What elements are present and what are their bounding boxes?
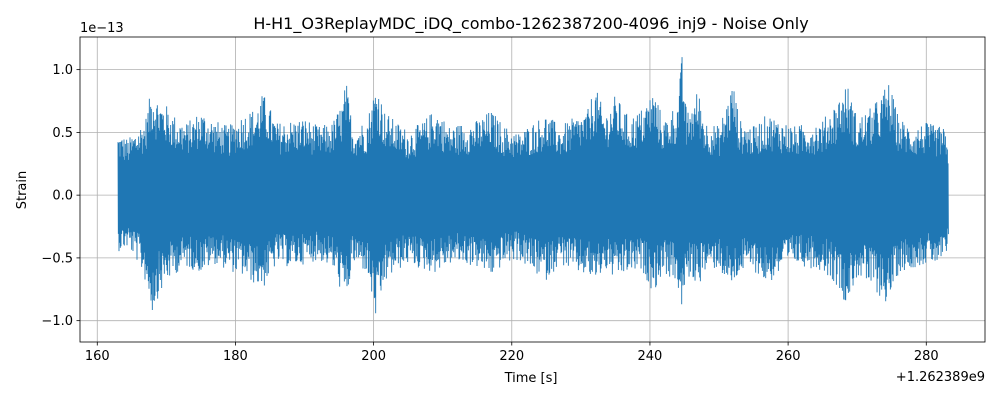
y-tick-label: 1.0 xyxy=(52,63,73,78)
x-tick-label: 160 xyxy=(85,349,110,364)
strain-series-line xyxy=(117,57,949,314)
x-tick-label: 280 xyxy=(914,349,939,364)
y-tick-label: 0.5 xyxy=(52,126,73,141)
y-scale-label: 1e−13 xyxy=(80,21,124,36)
y-tick-label: −0.5 xyxy=(41,251,73,266)
x-tick-label: 240 xyxy=(638,349,663,364)
y-tick-label: 0.0 xyxy=(52,189,73,204)
x-offset-label: +1.262389e9 xyxy=(896,370,985,385)
x-tick-label: 200 xyxy=(361,349,386,364)
x-axis: 160 180 200 220 240 260 280 xyxy=(85,342,939,364)
x-tick-label: 260 xyxy=(776,349,801,364)
y-tick-label: −1.0 xyxy=(41,314,73,329)
plot-frame xyxy=(79,36,986,343)
x-axis-label: Time [s] xyxy=(504,371,558,386)
y-axis: 1.0 0.5 0.0 −0.5 −1.0 xyxy=(41,63,80,329)
y-axis-label: Strain xyxy=(15,171,30,210)
x-tick-label: 180 xyxy=(223,349,248,364)
chart-title: H-H1_O3ReplayMDC_iDQ_combo-1262387200-40… xyxy=(253,14,808,34)
strain-series xyxy=(117,57,949,314)
x-tick-label: 220 xyxy=(499,349,524,364)
